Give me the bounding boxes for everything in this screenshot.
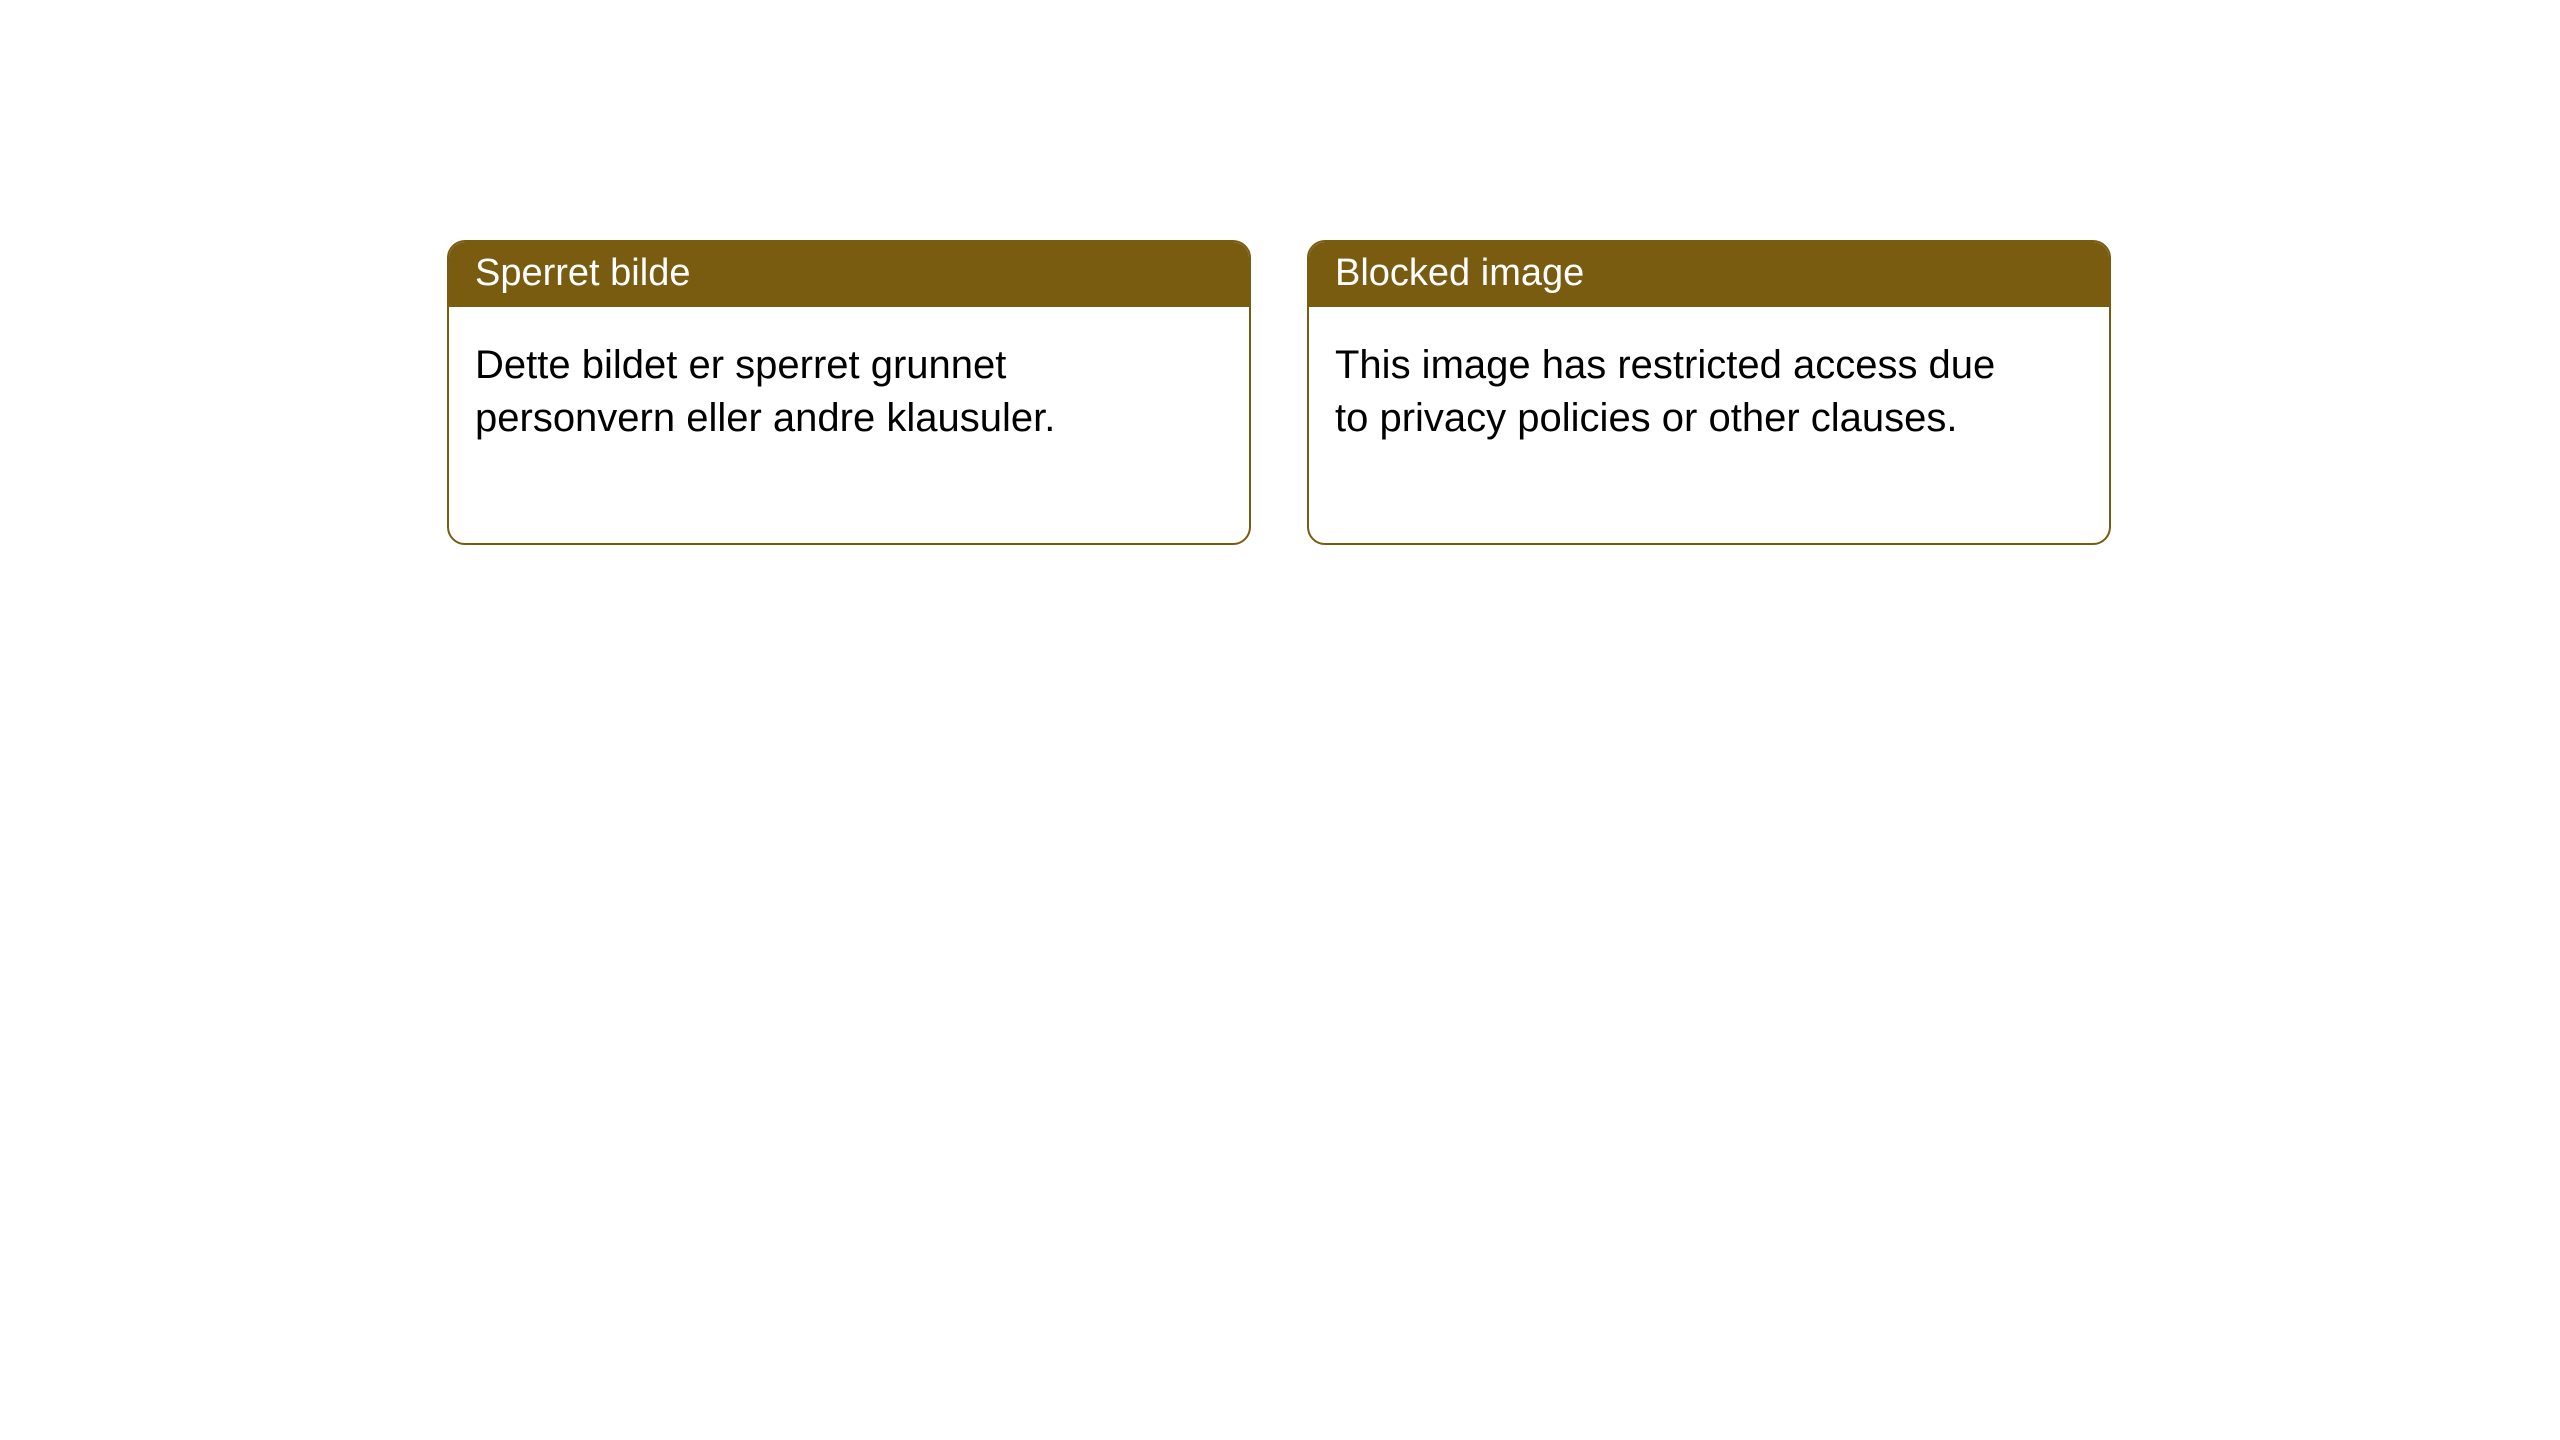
notice-card-norwegian: Sperret bilde Dette bildet er sperret gr…	[447, 240, 1251, 545]
notice-body: This image has restricted access due to …	[1309, 307, 2029, 543]
notice-container: Sperret bilde Dette bildet er sperret gr…	[0, 0, 2560, 545]
notice-header: Sperret bilde	[449, 242, 1249, 307]
notice-header: Blocked image	[1309, 242, 2109, 307]
notice-card-english: Blocked image This image has restricted …	[1307, 240, 2111, 545]
notice-body: Dette bildet er sperret grunnet personve…	[449, 307, 1169, 543]
